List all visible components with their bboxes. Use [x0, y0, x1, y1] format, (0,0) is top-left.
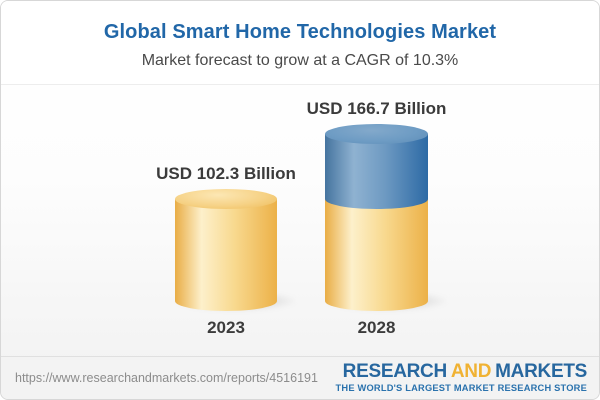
brand-wordmark: RESEARCH AND MARKETS: [336, 361, 588, 382]
logo-word-markets: MARKETS: [495, 361, 587, 382]
brand-logo[interactable]: RESEARCH AND MARKETS THE WORLD'S LARGEST M…: [335, 361, 588, 394]
bar-2028-value-label: USD 166.7 Billion: [306, 99, 447, 119]
brand-tagline: THE WORLD'S LARGEST MARKET RESEARCH STOR…: [335, 383, 587, 393]
bar-2023-value-label: USD 102.3 Billion: [156, 163, 296, 183]
bar-2028-growth-cylinder: [325, 134, 428, 199]
page-title: Global Smart Home Technologies Market: [103, 21, 497, 43]
bar-2028-base-cylinder: [325, 198, 428, 301]
bar-2028-top-cap: [325, 124, 428, 145]
logo-word-research: RESEARCH: [342, 361, 448, 382]
footer-bar: https://www.researchandmarkets.com/repor…: [1, 356, 599, 399]
bar-2028-category-label: 2028: [357, 318, 396, 337]
bar-2023-cylinder: [175, 198, 277, 301]
page-subtitle: Market forecast to grow at a CAGR of 10.…: [141, 52, 459, 69]
bar-2023-top-cap: [175, 188, 277, 209]
report-url-link[interactable]: https://www.researchandmarkets.com/repor…: [15, 371, 318, 385]
chart-header: Global Smart Home Technologies Market Ma…: [1, 1, 599, 85]
bar-2023-category-label: 2023: [207, 318, 245, 337]
logo-word-and: AND: [450, 361, 492, 382]
